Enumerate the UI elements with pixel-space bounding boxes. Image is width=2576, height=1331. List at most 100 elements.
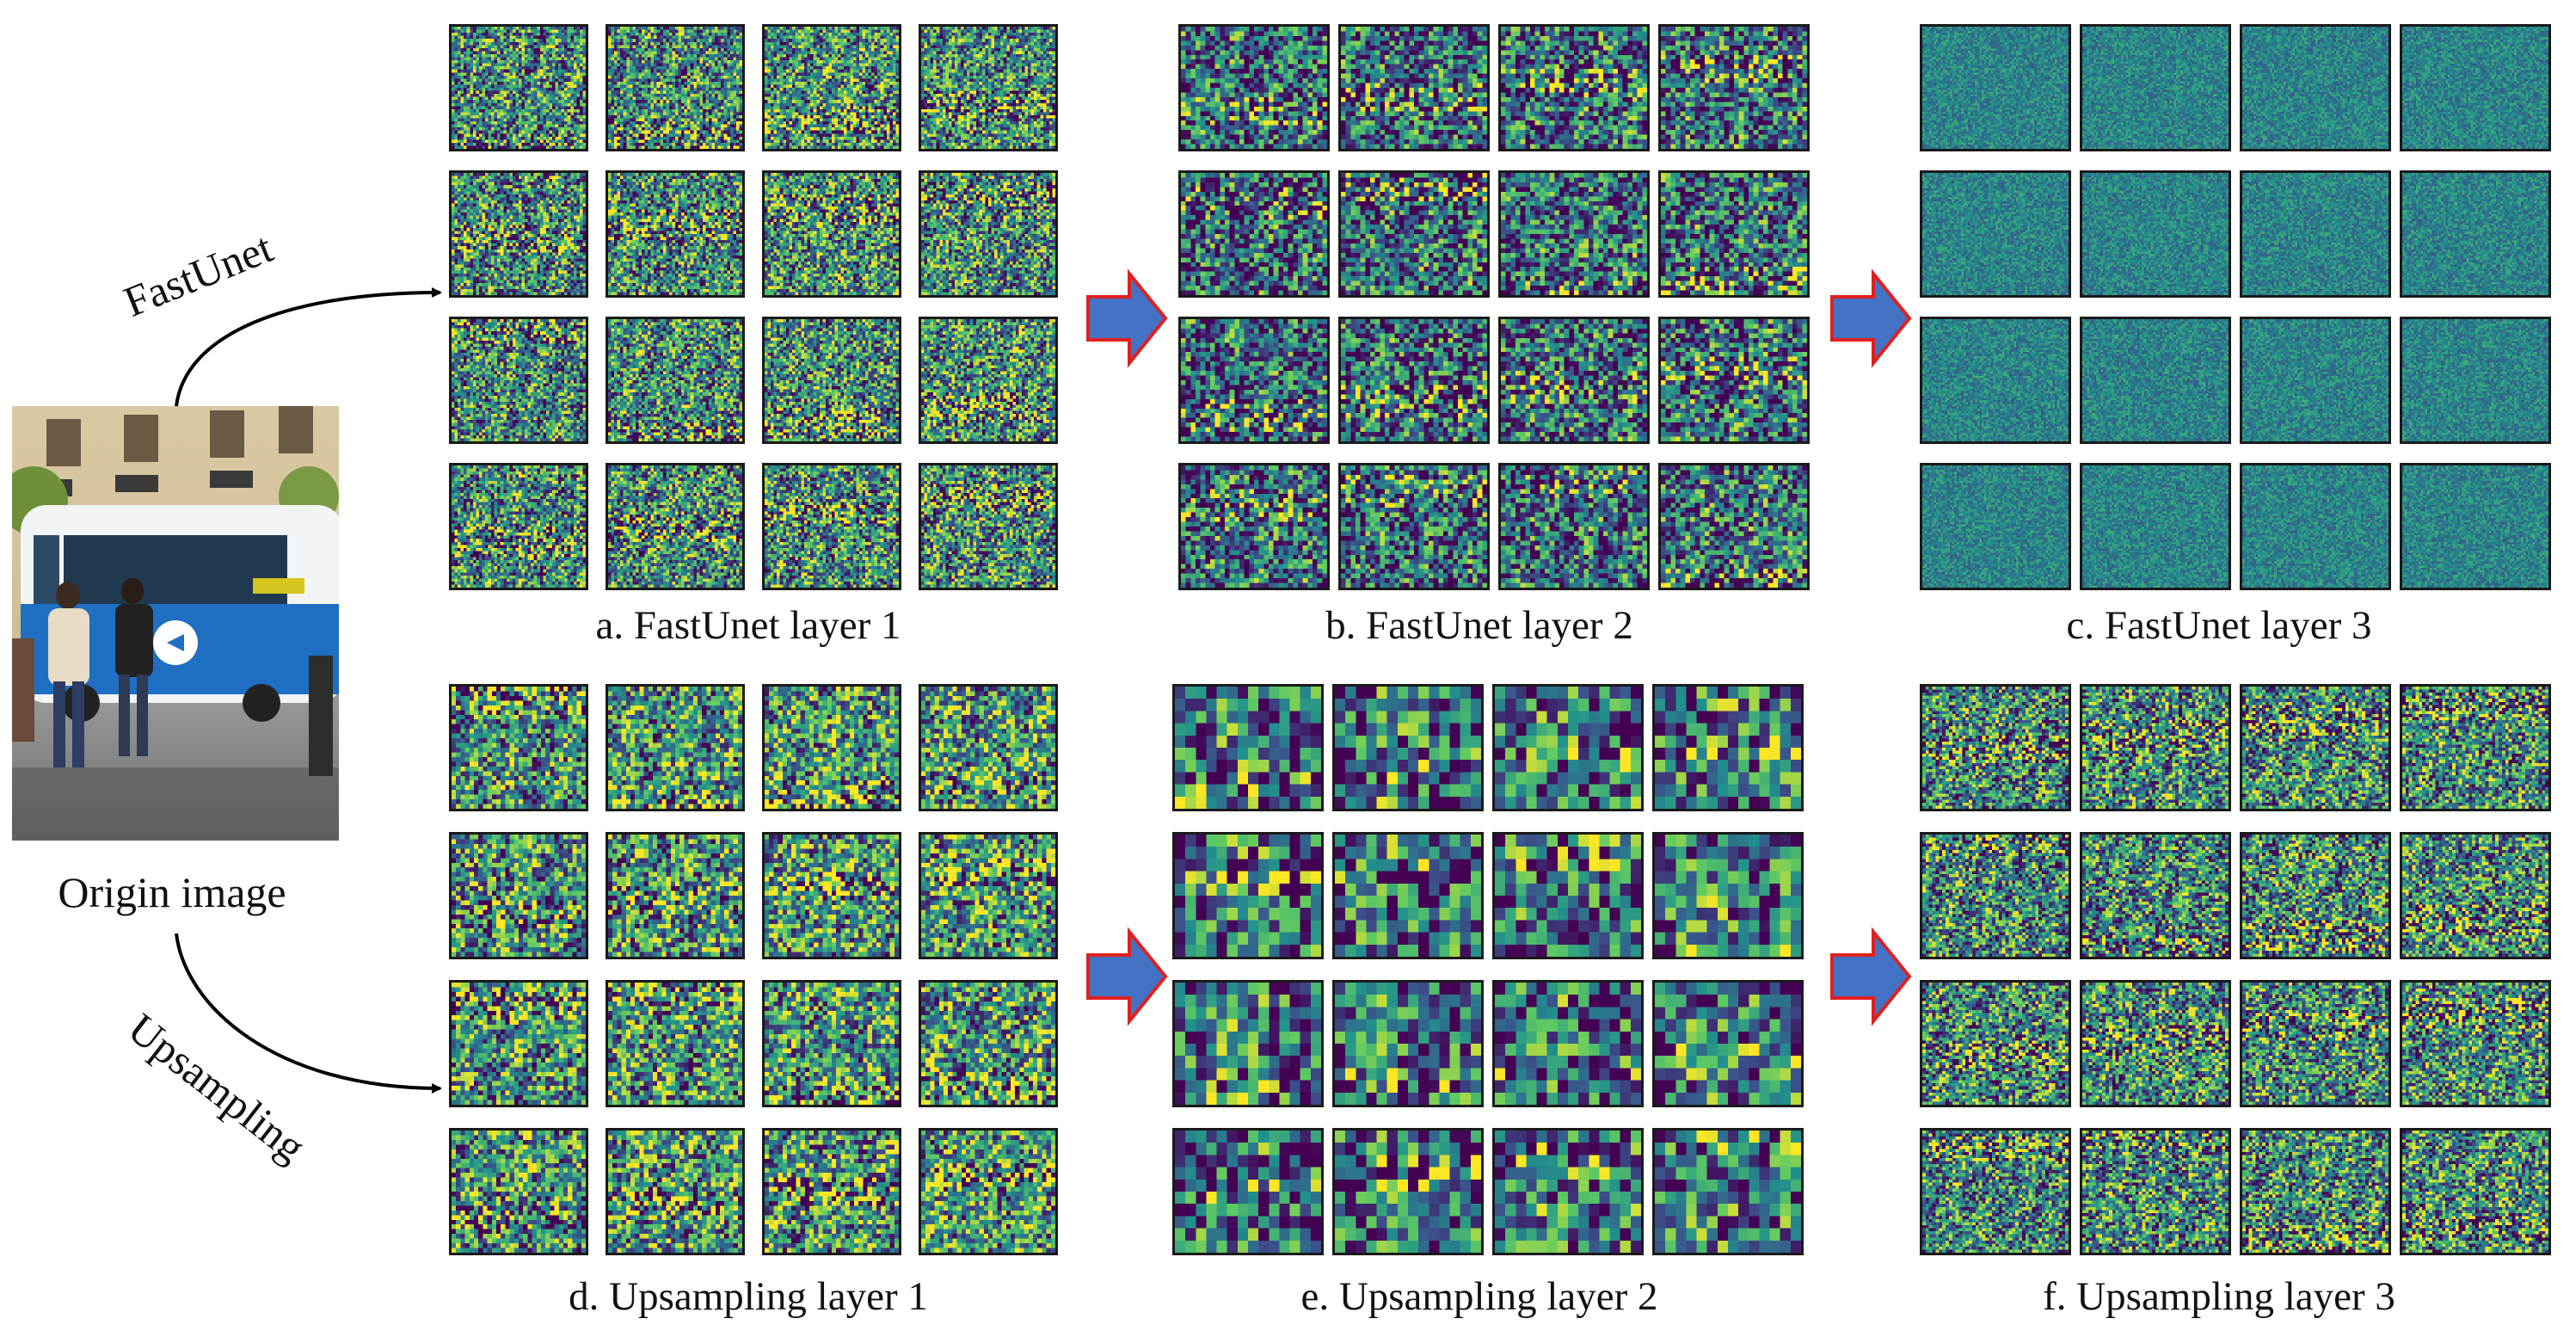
feature-map-c-16 xyxy=(2400,463,2551,590)
feature-map-c-7 xyxy=(2240,170,2391,298)
feature-map-b-10 xyxy=(1338,317,1490,444)
feature-map-a-11 xyxy=(762,317,901,444)
feature-map-b-14 xyxy=(1338,463,1490,590)
arrow-e-to-f-icon xyxy=(1830,927,1912,1026)
feature-map-b-12 xyxy=(1658,317,1810,444)
feature-map-e-9 xyxy=(1172,980,1324,1107)
feature-map-b-2 xyxy=(1338,24,1490,151)
feature-map-b-15 xyxy=(1498,463,1650,590)
feature-map-f-12 xyxy=(2400,980,2551,1107)
feature-map-c-15 xyxy=(2240,463,2391,590)
feature-map-b-11 xyxy=(1498,317,1650,444)
feature-map-b-13 xyxy=(1178,463,1330,590)
feature-map-e-14 xyxy=(1332,1128,1484,1255)
panel-d-caption: d. Upsampling layer 1 xyxy=(569,1274,928,1319)
feature-map-c-3 xyxy=(2240,24,2391,151)
feature-map-b-3 xyxy=(1498,24,1650,151)
fastunet-branch-label: FastUnet xyxy=(117,223,280,326)
feature-map-c-5 xyxy=(1920,170,2071,298)
feature-map-c-6 xyxy=(2080,170,2231,298)
panel-f-caption: f. Upsampling layer 3 xyxy=(2043,1274,2395,1319)
feature-map-c-8 xyxy=(2400,170,2551,298)
feature-map-c-4 xyxy=(2400,24,2551,151)
feature-map-f-14 xyxy=(2080,1128,2231,1255)
feature-map-d-13 xyxy=(449,1128,588,1255)
feature-map-f-4 xyxy=(2400,684,2551,811)
arrow-a-to-b-icon xyxy=(1086,268,1168,368)
feature-map-f-1 xyxy=(1920,684,2071,811)
feature-map-e-4 xyxy=(1652,684,1804,811)
feature-map-a-4 xyxy=(919,24,1058,151)
feature-map-e-7 xyxy=(1492,832,1644,959)
feature-map-d-3 xyxy=(762,684,901,811)
feature-map-a-6 xyxy=(606,170,745,298)
feature-map-f-13 xyxy=(1920,1128,2071,1255)
feature-map-b-7 xyxy=(1498,170,1650,298)
feature-map-d-4 xyxy=(919,684,1058,811)
feature-map-e-3 xyxy=(1492,684,1644,811)
feature-map-a-10 xyxy=(606,317,745,444)
panel-c-caption: c. FastUnet layer 3 xyxy=(2066,603,2372,648)
feature-map-f-16 xyxy=(2400,1128,2551,1255)
feature-map-c-11 xyxy=(2240,317,2391,444)
feature-map-c-12 xyxy=(2400,317,2551,444)
feature-map-e-6 xyxy=(1332,832,1484,959)
feature-map-f-7 xyxy=(2240,832,2391,959)
feature-map-c-14 xyxy=(2080,463,2231,590)
feature-map-a-16 xyxy=(919,463,1058,590)
feature-map-d-2 xyxy=(606,684,745,811)
feature-map-c-10 xyxy=(2080,317,2231,444)
feature-map-d-10 xyxy=(606,980,745,1107)
feature-map-c-1 xyxy=(1920,24,2071,151)
feature-map-d-1 xyxy=(449,684,588,811)
feature-map-a-2 xyxy=(606,24,745,151)
feature-map-e-2 xyxy=(1332,684,1484,811)
feature-map-f-15 xyxy=(2240,1128,2391,1255)
feature-map-b-5 xyxy=(1178,170,1330,298)
feature-map-a-8 xyxy=(919,170,1058,298)
origin-image xyxy=(12,406,339,841)
panel-a-caption: a. FastUnet layer 1 xyxy=(595,603,901,648)
feature-map-a-13 xyxy=(449,463,588,590)
feature-map-a-7 xyxy=(762,170,901,298)
feature-map-e-16 xyxy=(1652,1128,1804,1255)
arrow-d-to-e-icon xyxy=(1086,927,1168,1026)
feature-map-b-16 xyxy=(1658,463,1810,590)
feature-map-d-15 xyxy=(762,1128,901,1255)
feature-map-b-1 xyxy=(1178,24,1330,151)
panel-b-caption: b. FastUnet layer 2 xyxy=(1325,603,1633,648)
feature-map-d-14 xyxy=(606,1128,745,1255)
feature-map-e-10 xyxy=(1332,980,1484,1107)
feature-map-d-9 xyxy=(449,980,588,1107)
feature-map-a-15 xyxy=(762,463,901,590)
feature-map-c-2 xyxy=(2080,24,2231,151)
feature-map-e-13 xyxy=(1172,1128,1324,1255)
feature-map-a-9 xyxy=(449,317,588,444)
feature-map-a-3 xyxy=(762,24,901,151)
feature-map-d-6 xyxy=(606,832,745,959)
feature-map-b-8 xyxy=(1658,170,1810,298)
feature-map-f-11 xyxy=(2240,980,2391,1107)
feature-map-f-2 xyxy=(2080,684,2231,811)
feature-map-a-5 xyxy=(449,170,588,298)
panel-e-caption: e. Upsampling layer 2 xyxy=(1300,1274,1658,1319)
feature-map-d-12 xyxy=(919,980,1058,1107)
feature-map-b-6 xyxy=(1338,170,1490,298)
feature-map-a-14 xyxy=(606,463,745,590)
feature-map-f-9 xyxy=(1920,980,2071,1107)
feature-map-e-11 xyxy=(1492,980,1644,1107)
origin-image-caption: Origin image xyxy=(58,868,286,916)
feature-map-d-16 xyxy=(919,1128,1058,1255)
feature-map-f-5 xyxy=(1920,832,2071,959)
feature-map-d-11 xyxy=(762,980,901,1107)
feature-map-e-12 xyxy=(1652,980,1804,1107)
street-bus-photo-icon xyxy=(12,406,339,841)
feature-map-f-10 xyxy=(2080,980,2231,1107)
feature-map-f-8 xyxy=(2400,832,2551,959)
feature-map-f-3 xyxy=(2240,684,2391,811)
feature-map-c-13 xyxy=(1920,463,2071,590)
feature-map-d-7 xyxy=(762,832,901,959)
feature-map-e-5 xyxy=(1172,832,1324,959)
feature-map-f-6 xyxy=(2080,832,2231,959)
